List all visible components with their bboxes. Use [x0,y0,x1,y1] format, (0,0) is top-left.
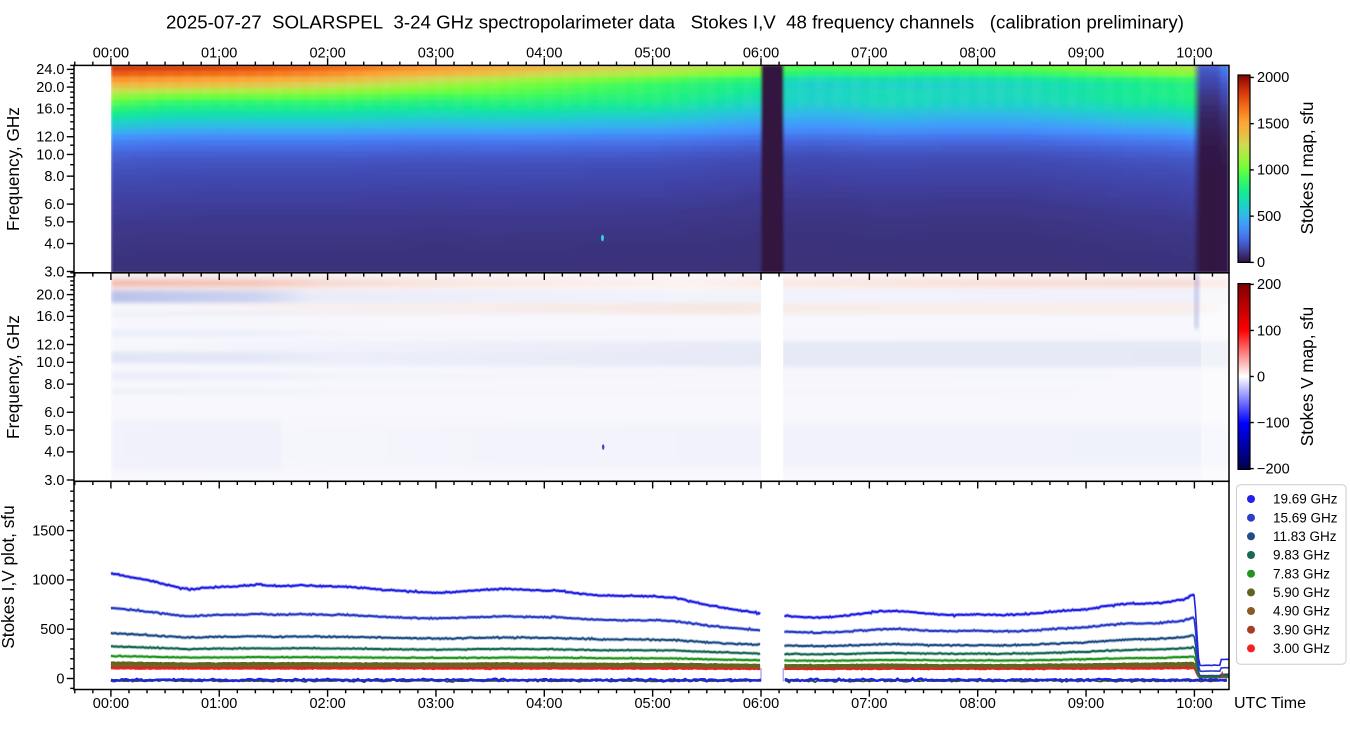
svg-text:20.0: 20.0 [36,80,64,96]
svg-text:19.69 GHz: 19.69 GHz [1273,492,1338,507]
svg-text:3.0: 3.0 [44,264,64,280]
svg-text:12.0: 12.0 [36,130,64,146]
svg-text:200: 200 [1257,277,1281,293]
svg-text:4.0: 4.0 [44,236,64,252]
svg-text:16.0: 16.0 [36,309,64,325]
svg-text:500: 500 [40,622,64,638]
svg-text:04:00: 04:00 [526,45,562,61]
svg-text:8.0: 8.0 [44,377,64,393]
svg-text:02:00: 02:00 [309,45,345,61]
svg-text:UTC Time: UTC Time [1234,695,1306,712]
svg-text:10:00: 10:00 [1176,696,1212,712]
svg-text:0: 0 [1257,255,1265,271]
svg-text:100: 100 [1257,323,1281,339]
svg-text:0: 0 [1257,369,1265,385]
svg-text:5.0: 5.0 [44,215,64,231]
svg-text:03:00: 03:00 [418,45,454,61]
svg-text:24.0: 24.0 [36,62,64,78]
svg-text:0: 0 [56,671,64,687]
svg-text:Stokes I,V plot, sfu: Stokes I,V plot, sfu [0,505,18,648]
svg-text:2025-07-27 SOLARSPEL 3-24 GH: 2025-07-27 SOLARSPEL 3-24 GHz spectropol… [166,12,1184,33]
svg-text:08:00: 08:00 [960,696,996,712]
svg-text:1500: 1500 [1257,116,1289,132]
svg-text:07:00: 07:00 [851,696,887,712]
svg-text:3.90 GHz: 3.90 GHz [1273,622,1330,637]
svg-text:5.90 GHz: 5.90 GHz [1273,585,1330,600]
svg-text:00:00: 00:00 [93,696,129,712]
svg-text:8.0: 8.0 [44,169,64,185]
svg-text:09:00: 09:00 [1068,45,1104,61]
svg-text:01:00: 01:00 [201,45,237,61]
svg-text:11.83 GHz: 11.83 GHz [1273,529,1337,544]
svg-text:20.0: 20.0 [36,287,64,303]
svg-text:05:00: 05:00 [634,45,670,61]
svg-text:−200: −200 [1257,461,1290,477]
svg-text:500: 500 [1257,209,1281,225]
svg-text:10.0: 10.0 [36,147,64,163]
svg-text:2000: 2000 [1257,70,1289,86]
svg-text:3.00 GHz: 3.00 GHz [1273,641,1330,656]
svg-text:00:00: 00:00 [93,45,129,61]
svg-text:1500: 1500 [32,523,64,539]
svg-text:06:00: 06:00 [743,45,779,61]
svg-text:Stokes I map, sfu: Stokes I map, sfu [1297,102,1317,235]
svg-text:01:00: 01:00 [201,696,237,712]
svg-text:3.0: 3.0 [44,473,64,489]
svg-text:10:00: 10:00 [1176,45,1212,61]
svg-text:16.0: 16.0 [36,102,64,118]
svg-text:Stokes V map, sfu: Stokes V map, sfu [1297,307,1317,446]
svg-text:08:00: 08:00 [960,45,996,61]
svg-text:03:00: 03:00 [418,696,454,712]
svg-text:7.83 GHz: 7.83 GHz [1273,566,1330,581]
svg-text:1000: 1000 [32,573,64,589]
svg-text:−100: −100 [1257,415,1290,431]
svg-text:12.0: 12.0 [36,337,64,353]
svg-text:6.0: 6.0 [44,405,64,421]
svg-text:4.90 GHz: 4.90 GHz [1273,604,1330,619]
svg-text:4.0: 4.0 [44,445,64,461]
svg-text:1000: 1000 [1257,163,1289,179]
svg-text:9.83 GHz: 9.83 GHz [1273,548,1330,563]
svg-text:04:00: 04:00 [526,696,562,712]
svg-text:07:00: 07:00 [851,45,887,61]
svg-text:15.69 GHz: 15.69 GHz [1273,510,1338,525]
svg-text:02:00: 02:00 [309,696,345,712]
svg-text:05:00: 05:00 [634,696,670,712]
svg-text:Frequency, GHz: Frequency, GHz [3,315,23,439]
svg-text:Frequency, GHz: Frequency, GHz [3,107,23,231]
svg-text:10.0: 10.0 [36,355,64,371]
svg-text:06:00: 06:00 [743,696,779,712]
svg-text:09:00: 09:00 [1068,696,1104,712]
svg-text:6.0: 6.0 [44,197,64,213]
svg-text:5.0: 5.0 [44,423,64,439]
